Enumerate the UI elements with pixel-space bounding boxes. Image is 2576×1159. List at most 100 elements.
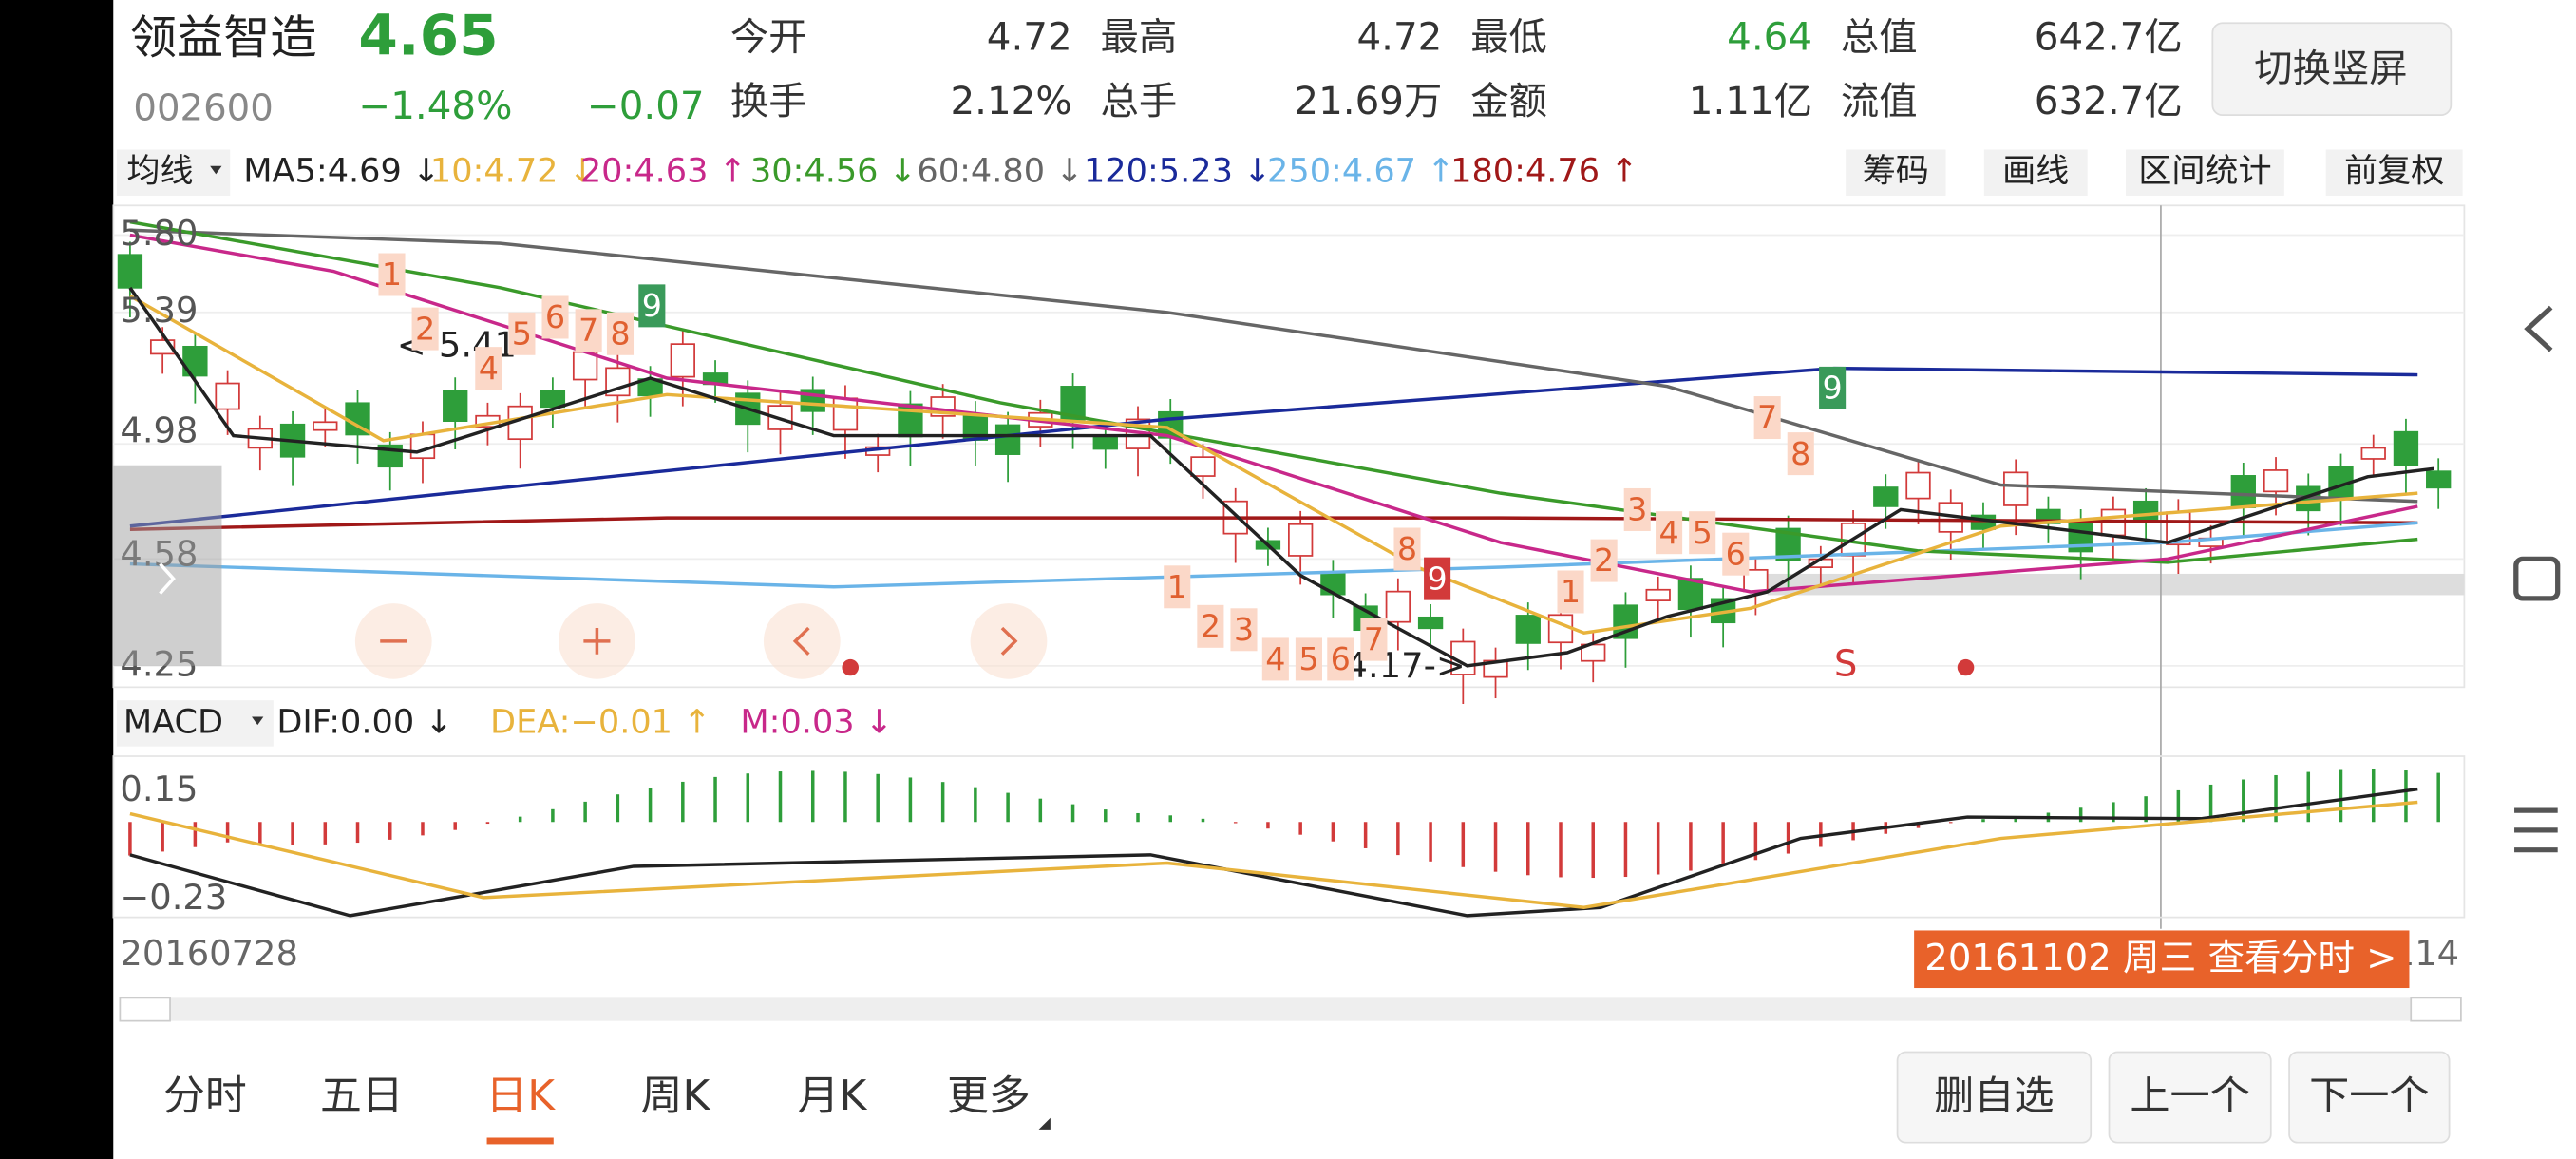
label: 4.64	[1727, 16, 1812, 60]
td-marker	[638, 284, 666, 328]
td-marker	[1393, 527, 1421, 571]
label: DIF:0.00 ↓	[276, 704, 452, 742]
label[interactable]: 区间统计	[2138, 153, 2271, 191]
candle-body	[117, 254, 143, 289]
label: 10:4.72 ↓	[430, 153, 597, 191]
nav-back[interactable]	[2524, 305, 2553, 352]
ma-line	[129, 521, 2418, 589]
action-button[interactable]	[2108, 1051, 2272, 1144]
label: 30:4.56 ↓	[750, 153, 917, 191]
tab[interactable]: 日K	[485, 1073, 556, 1120]
td-number: 2	[1594, 542, 1614, 579]
tooltip[interactable]	[1914, 930, 2410, 989]
td-number: 7	[1364, 621, 1384, 658]
tool-button[interactable]	[2325, 149, 2463, 196]
td-marker	[1590, 539, 1618, 582]
zoom-icon[interactable]	[583, 628, 611, 655]
tab[interactable]: 更多	[947, 1073, 1031, 1120]
macd-selector[interactable]	[116, 700, 274, 747]
td-number: 7	[578, 312, 598, 349]
label: 4.98	[120, 410, 198, 451]
td-marker	[1360, 618, 1388, 661]
switch-label[interactable]: 切换竖屏	[2254, 48, 2407, 91]
tool-button[interactable]	[1983, 149, 2088, 196]
candle-body	[2360, 446, 2386, 460]
zoom-icon[interactable]	[1000, 626, 1018, 656]
label: 总值	[1841, 16, 1918, 60]
candle-body	[443, 390, 468, 422]
td-marker	[1424, 557, 1451, 600]
candle-body	[994, 424, 1021, 455]
td-marker	[1164, 565, 1191, 609]
td-marker	[1656, 511, 1683, 555]
tool-button[interactable]	[2126, 149, 2284, 196]
label[interactable]: 20161102 周三 查看分时 >	[1924, 937, 2396, 979]
td-marker	[575, 309, 602, 352]
td-marker	[1230, 608, 1258, 652]
ma-line	[129, 366, 2418, 528]
candle-body	[1450, 640, 1476, 675]
td-number: 6	[1726, 536, 1746, 573]
action-button[interactable]	[2288, 1051, 2451, 1144]
scrollbar	[120, 998, 2461, 1021]
scroll-handle[interactable]	[2410, 997, 2462, 1022]
tool-button[interactable]	[1846, 149, 1946, 196]
label: 5.39	[120, 290, 198, 331]
tab[interactable]: 月K	[798, 1073, 868, 1120]
dif-line	[129, 787, 2418, 918]
action-button[interactable]	[1896, 1051, 2093, 1144]
td-number: 1	[382, 256, 402, 293]
dropdown	[252, 716, 264, 726]
label: 4.72	[1356, 16, 1442, 60]
nav-home[interactable]	[2513, 556, 2561, 601]
zoom-button[interactable]	[970, 603, 1048, 679]
ma-selector[interactable]	[116, 149, 231, 196]
label: 今开	[730, 16, 807, 60]
zoom-icon[interactable]	[792, 626, 810, 656]
tab[interactable]: 五日	[320, 1073, 404, 1120]
zoom-button[interactable]	[763, 603, 841, 679]
label: 180:4.76 ↑	[1450, 153, 1638, 191]
ma-line	[128, 286, 2435, 668]
label: 4.65	[358, 3, 498, 68]
left-overlay	[113, 465, 222, 666]
candle-body	[1645, 588, 1671, 601]
tab[interactable]: 分时	[163, 1073, 247, 1120]
label: M:0.03 ↓	[740, 704, 893, 742]
label[interactable]: 前复权	[2344, 153, 2444, 191]
label[interactable]: 筹码	[1863, 153, 1929, 191]
label[interactable]: MACD	[123, 704, 223, 742]
switch-button[interactable]	[2211, 22, 2453, 116]
candle-body	[1288, 522, 1314, 557]
scroll-handle[interactable]	[119, 997, 171, 1022]
candle-body	[2132, 500, 2159, 522]
label: 60:4.80 ↓	[917, 153, 1083, 191]
td-number: 5	[512, 315, 532, 352]
nav-menu[interactable]	[2514, 808, 2558, 853]
tab[interactable]: 周K	[641, 1073, 711, 1120]
signal-dot	[842, 658, 859, 676]
td-number: 3	[1234, 611, 1254, 648]
label: 250:4.67 ↑	[1267, 153, 1455, 191]
label[interactable]: 上一个	[2130, 1073, 2249, 1119]
label: 最高	[1101, 16, 1178, 60]
td-number: 8	[610, 315, 630, 352]
td-marker	[1722, 532, 1750, 576]
label: S	[1834, 643, 1858, 686]
label: 0.15	[120, 769, 198, 809]
candle-body	[767, 405, 793, 430]
label[interactable]: 均线	[126, 153, 193, 191]
label[interactable]: 下一个	[2309, 1073, 2429, 1119]
td-marker	[1295, 637, 1322, 681]
td-marker	[411, 307, 439, 351]
td-number: 5	[1298, 640, 1318, 677]
td-number: 1	[1167, 568, 1187, 605]
td-number: 6	[1331, 640, 1351, 677]
td-number: 9	[1823, 370, 1843, 407]
label[interactable]: 画线	[2002, 153, 2069, 191]
td-number: 6	[545, 298, 565, 335]
signal-dot	[1957, 658, 1975, 676]
td-number: 4	[1658, 514, 1678, 551]
label[interactable]: 删自选	[1934, 1073, 2054, 1119]
candle-body	[1515, 615, 1541, 644]
